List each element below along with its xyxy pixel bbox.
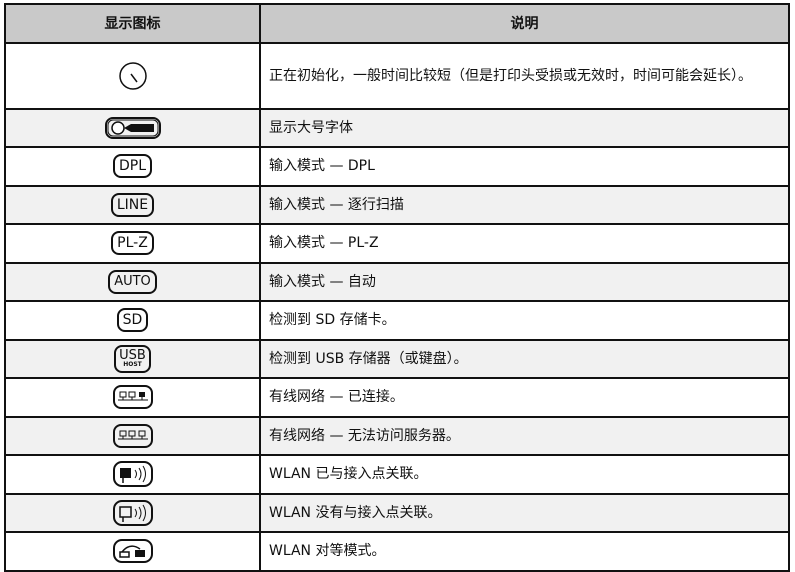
usb-host-icon: USB HOST <box>114 344 151 373</box>
table-row: 有线网络 — 已连接。 <box>4 377 790 418</box>
row-desc: 输入模式 — 自动 <box>259 261 790 302</box>
line-mode-icon: LINE <box>110 192 155 217</box>
table-row: AUTO 输入模式 — 自动 <box>4 261 790 302</box>
table-row: WLAN 已与接入点关联。 <box>4 454 790 495</box>
row-desc: 输入模式 — DPL <box>259 146 790 187</box>
wired-network-connected-icon <box>112 385 153 410</box>
wlan-adhoc-icon <box>112 539 153 564</box>
header-row: 显示图标 说明 <box>4 3 790 44</box>
table-row: LINE 输入模式 — 逐行扫描 <box>4 184 790 225</box>
row-desc: WLAN 对等模式。 <box>259 531 790 572</box>
row-desc: 检测到 USB 存储器（或键盘）。 <box>259 338 790 379</box>
row-desc: 检测到 SD 存储卡。 <box>259 300 790 341</box>
table-row: 正在初始化，一般时间比较短（但是打印头受损或无效时，时间可能会延长）。 <box>4 41 790 110</box>
wlan-associated-icon <box>112 461 153 488</box>
row-desc: 输入模式 — PL-Z <box>259 223 790 264</box>
icon-table: 显示图标 说明 正在初始化，一般时间比较短（但是打印头受损或无效时，时间可能会延… <box>4 3 790 572</box>
table-row: DPL 输入模式 — DPL <box>4 146 790 187</box>
table-row: WLAN 没有与接入点关联。 <box>4 492 790 533</box>
table-row: 有线网络 — 无法访问服务器。 <box>4 415 790 456</box>
header-icon: 显示图标 <box>4 3 261 44</box>
table-row: WLAN 对等模式。 <box>4 531 790 572</box>
header-desc: 说明 <box>259 3 790 44</box>
auto-mode-icon: AUTO <box>108 269 157 294</box>
row-desc: 有线网络 — 已连接。 <box>259 377 790 418</box>
row-desc: WLAN 没有与接入点关联。 <box>259 492 790 533</box>
sd-card-icon: SD <box>116 308 149 333</box>
large-font-icon <box>104 116 161 139</box>
row-desc: 输入模式 — 逐行扫描 <box>259 184 790 225</box>
table-row: SD 检测到 SD 存储卡。 <box>4 300 790 341</box>
clock-icon <box>118 61 147 90</box>
wired-network-unreachable-icon <box>112 423 153 448</box>
plz-mode-icon: PL-Z <box>111 231 154 256</box>
row-desc: 有线网络 — 无法访问服务器。 <box>259 415 790 456</box>
table-row: 显示大号字体 <box>4 107 790 148</box>
row-desc: 显示大号字体 <box>259 107 790 148</box>
wlan-not-associated-icon <box>112 499 153 526</box>
dpl-mode-icon: DPL <box>112 154 153 179</box>
table-row: PL-Z 输入模式 — PL-Z <box>4 223 790 264</box>
row-desc: 正在初始化，一般时间比较短（但是打印头受损或无效时，时间可能会延长）。 <box>259 41 790 110</box>
table-row: USB HOST 检测到 USB 存储器（或键盘）。 <box>4 338 790 379</box>
row-desc: WLAN 已与接入点关联。 <box>259 454 790 495</box>
